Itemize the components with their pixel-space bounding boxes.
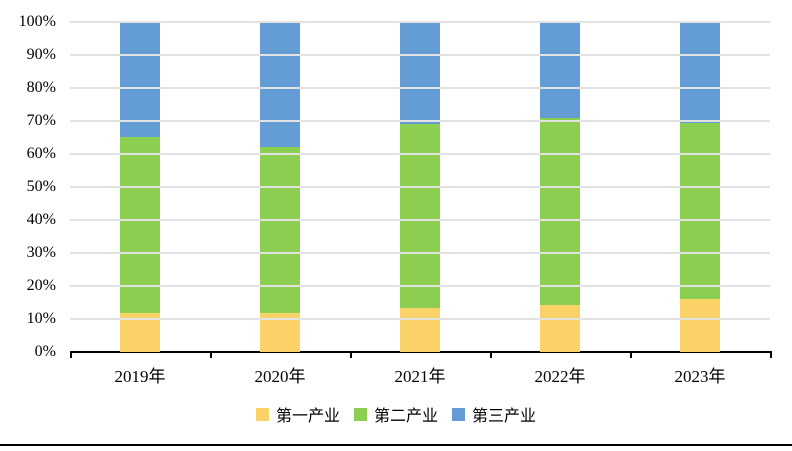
- y-gridline: [70, 318, 770, 320]
- bar-segment-第三产业: [400, 22, 440, 125]
- legend-swatch-icon: [353, 407, 367, 421]
- legend-swatch-icon: [452, 407, 465, 421]
- legend-label: 第二产业: [373, 408, 438, 425]
- x-axis-tick: [490, 351, 492, 358]
- y-axis-tick-label: 10%: [26, 310, 56, 327]
- bar-segment-第三产业: [680, 22, 720, 123]
- x-axis-category-label: 2020年: [254, 367, 306, 386]
- y-axis-tick-label: 40%: [26, 211, 56, 228]
- bar-segment-第二产业: [540, 118, 580, 306]
- bottom-horizontal-rule: [0, 444, 792, 446]
- y-gridline: [70, 219, 770, 221]
- y-axis-tick-label: 30%: [26, 244, 56, 261]
- y-axis-tick-label: 90%: [26, 46, 56, 63]
- y-axis-tick-label: 70%: [26, 112, 56, 129]
- bar-segment-第一产业: [680, 299, 720, 352]
- y-axis-tick-label: 60%: [26, 145, 56, 162]
- bar-segment-第二产业: [400, 124, 440, 309]
- legend-item-第一产业: 第一产业: [255, 402, 340, 426]
- y-axis-tick-label: 50%: [26, 178, 56, 195]
- bar-segment-第二产业: [680, 122, 720, 300]
- y-gridline: [70, 120, 770, 122]
- bar-segment-第一产业: [400, 308, 440, 352]
- legend-label: 第一产业: [275, 408, 340, 425]
- y-axis-tick-label: 100%: [18, 13, 56, 30]
- x-axis-category-label: 2023年: [674, 367, 726, 386]
- y-gridline: [70, 54, 770, 56]
- x-axis-category-label: 2022年: [534, 367, 586, 386]
- y-gridline: [70, 252, 770, 254]
- y-gridline: [70, 153, 770, 155]
- y-gridline: [70, 186, 770, 188]
- legend-swatch-icon: [255, 407, 269, 421]
- x-axis-category-label: 2019年: [114, 367, 166, 386]
- x-axis-tick: [770, 351, 772, 358]
- x-axis-tick: [210, 351, 212, 358]
- y-axis-tick-label: 20%: [26, 277, 56, 294]
- y-gridline: [70, 87, 770, 89]
- legend-item-第三产业: 第三产业: [452, 402, 536, 426]
- x-axis-line: [70, 351, 772, 353]
- legend-item-第二产业: 第二产业: [353, 402, 438, 426]
- y-gridline: [70, 21, 770, 23]
- x-axis-tick: [630, 351, 632, 358]
- y-gridline: [70, 285, 770, 287]
- bar-segment-第一产业: [540, 305, 580, 352]
- legend-label: 第三产业: [472, 408, 537, 425]
- bar-segment-第二产业: [120, 136, 160, 313]
- chart-legend: 第一产业 第二产业 第三产业: [0, 402, 792, 426]
- bar-segment-第二产业: [260, 147, 300, 313]
- y-axis-tick-label: 80%: [26, 79, 56, 96]
- x-axis-category-label: 2021年: [394, 367, 446, 386]
- x-axis-tick: [350, 351, 352, 358]
- x-axis-tick: [70, 351, 72, 358]
- y-axis-tick-label: 0%: [34, 343, 56, 360]
- bar-segment-第三产业: [120, 22, 160, 137]
- bar-segment-第三产业: [260, 22, 300, 148]
- bar-segment-第三产业: [540, 22, 580, 119]
